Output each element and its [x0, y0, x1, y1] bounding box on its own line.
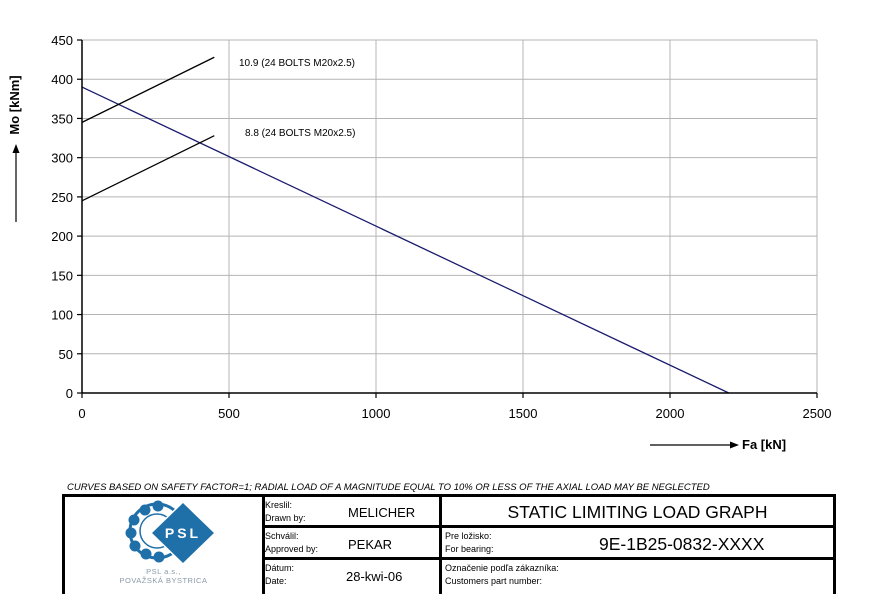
approved-by-label-en: Approved by:: [265, 544, 319, 554]
x-axis-title: Fa [kN]: [650, 437, 786, 452]
psl-logo-icon: PSL: [125, 500, 217, 566]
drawing-title: STATIC LIMITING LOAD GRAPH: [507, 502, 768, 522]
y-axis-title: Mo [kNm]: [7, 75, 22, 222]
svg-text:PSL: PSL: [165, 525, 201, 541]
approved-by-cell: Schválil: Approved by: PEKAR: [262, 528, 442, 560]
approved-by-label-sk: Schválil:: [265, 531, 299, 541]
y-tick-label: 250: [51, 190, 73, 205]
date-label-en: Date:: [265, 576, 287, 586]
y-tick-label: 450: [51, 33, 73, 48]
drawn-by-label-sk: Kreslil:: [265, 500, 293, 510]
x-axis-arrowhead: [730, 441, 739, 449]
logo-company-city: POVAŽSKÁ BYSTRICA: [119, 576, 208, 585]
y-tick-label: 350: [51, 111, 73, 126]
tick-labels: 0 50 100 150 200 250 300 350 400 450 0 500 1000 1500 2…: [51, 33, 831, 421]
x-tick-label: 1500: [509, 406, 538, 421]
drawn-by-cell: Kreslil: Drawn by: MELICHER: [262, 497, 442, 528]
customer-part-label-sk: Označenie podľa zákazníka:: [445, 563, 559, 573]
customer-part-cell: Označenie podľa zákazníka: Customers par…: [442, 560, 833, 594]
annotations: 10.9 (24 BOLTS M20x2.5) 8.8 (24 BOLTS M20…: [234, 52, 370, 142]
series-lines: [81, 56, 730, 394]
drawn-by-value: MELICHER: [348, 505, 416, 520]
y-axis-arrowhead: [12, 144, 20, 153]
bearing-label-en: For bearing:: [445, 544, 494, 554]
date-value: 28-kwi-06: [346, 569, 403, 584]
axes: [77, 39, 818, 398]
x-tick-label: 500: [218, 406, 240, 421]
date-label-sk: Dátum:: [265, 563, 295, 573]
series-line: [81, 86, 730, 394]
bolt-annotation-label: 10.9 (24 BOLTS M20x2.5): [239, 58, 355, 69]
bolt-annotation-label: 8.8 (24 BOLTS M20x2.5): [245, 128, 355, 139]
customer-part-label-en: Customers part number:: [445, 576, 543, 586]
x-tick-label: 2000: [656, 406, 685, 421]
y-tick-label: 0: [66, 386, 73, 401]
x-tick-label: 1000: [362, 406, 391, 421]
approved-by-value: PEKAR: [348, 537, 393, 552]
drawing-title-cell: STATIC LIMITING LOAD GRAPH: [442, 497, 833, 528]
company-logo: PSL PSL a.s., POVAŽSKÁ BYSTRICA: [65, 497, 265, 594]
y-axis-label: Mo [kNm]: [7, 75, 22, 134]
x-axis-label: Fa [kN]: [742, 437, 786, 452]
y-tick-label: 400: [51, 72, 73, 87]
y-tick-label: 100: [51, 308, 73, 323]
y-tick-label: 200: [51, 229, 73, 244]
drawn-by-label-en: Drawn by:: [265, 513, 306, 523]
logo-company-name: PSL a.s.,: [146, 567, 181, 576]
bearing-label-sk: Pre ložisko:: [445, 531, 492, 541]
y-tick-label: 50: [59, 347, 73, 362]
footnote: CURVES BASED ON SAFETY FACTOR=1; RADIAL …: [67, 482, 710, 493]
y-tick-label: 150: [51, 268, 73, 283]
x-tick-label: 0: [78, 406, 85, 421]
date-cell: Dátum: Date: 28-kwi-06: [262, 560, 442, 594]
grid-lines: [82, 39, 818, 393]
x-tick-label: 2500: [803, 406, 832, 421]
series-line: [81, 56, 215, 123]
y-tick-label: 300: [51, 151, 73, 166]
chart: 10.9 (24 BOLTS M20x2.5) 8.8 (24 BOLTS M20…: [7, 33, 831, 452]
annotation-bg: [234, 52, 370, 74]
bearing-cell: Pre ložisko: For bearing: 9E-1B25-0832-X…: [442, 528, 833, 560]
title-block: PSL PSL a.s., POVAŽSKÁ BYSTRICA Kreslil:…: [62, 494, 836, 594]
annotation-bg: [234, 120, 370, 142]
series-line: [81, 135, 215, 202]
bearing-value: 9E-1B25-0832-XXXX: [599, 534, 765, 554]
